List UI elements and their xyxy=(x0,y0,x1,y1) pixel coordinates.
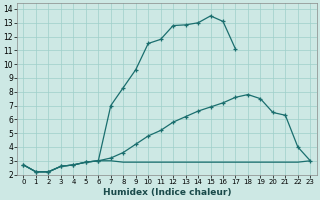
X-axis label: Humidex (Indice chaleur): Humidex (Indice chaleur) xyxy=(103,188,231,197)
